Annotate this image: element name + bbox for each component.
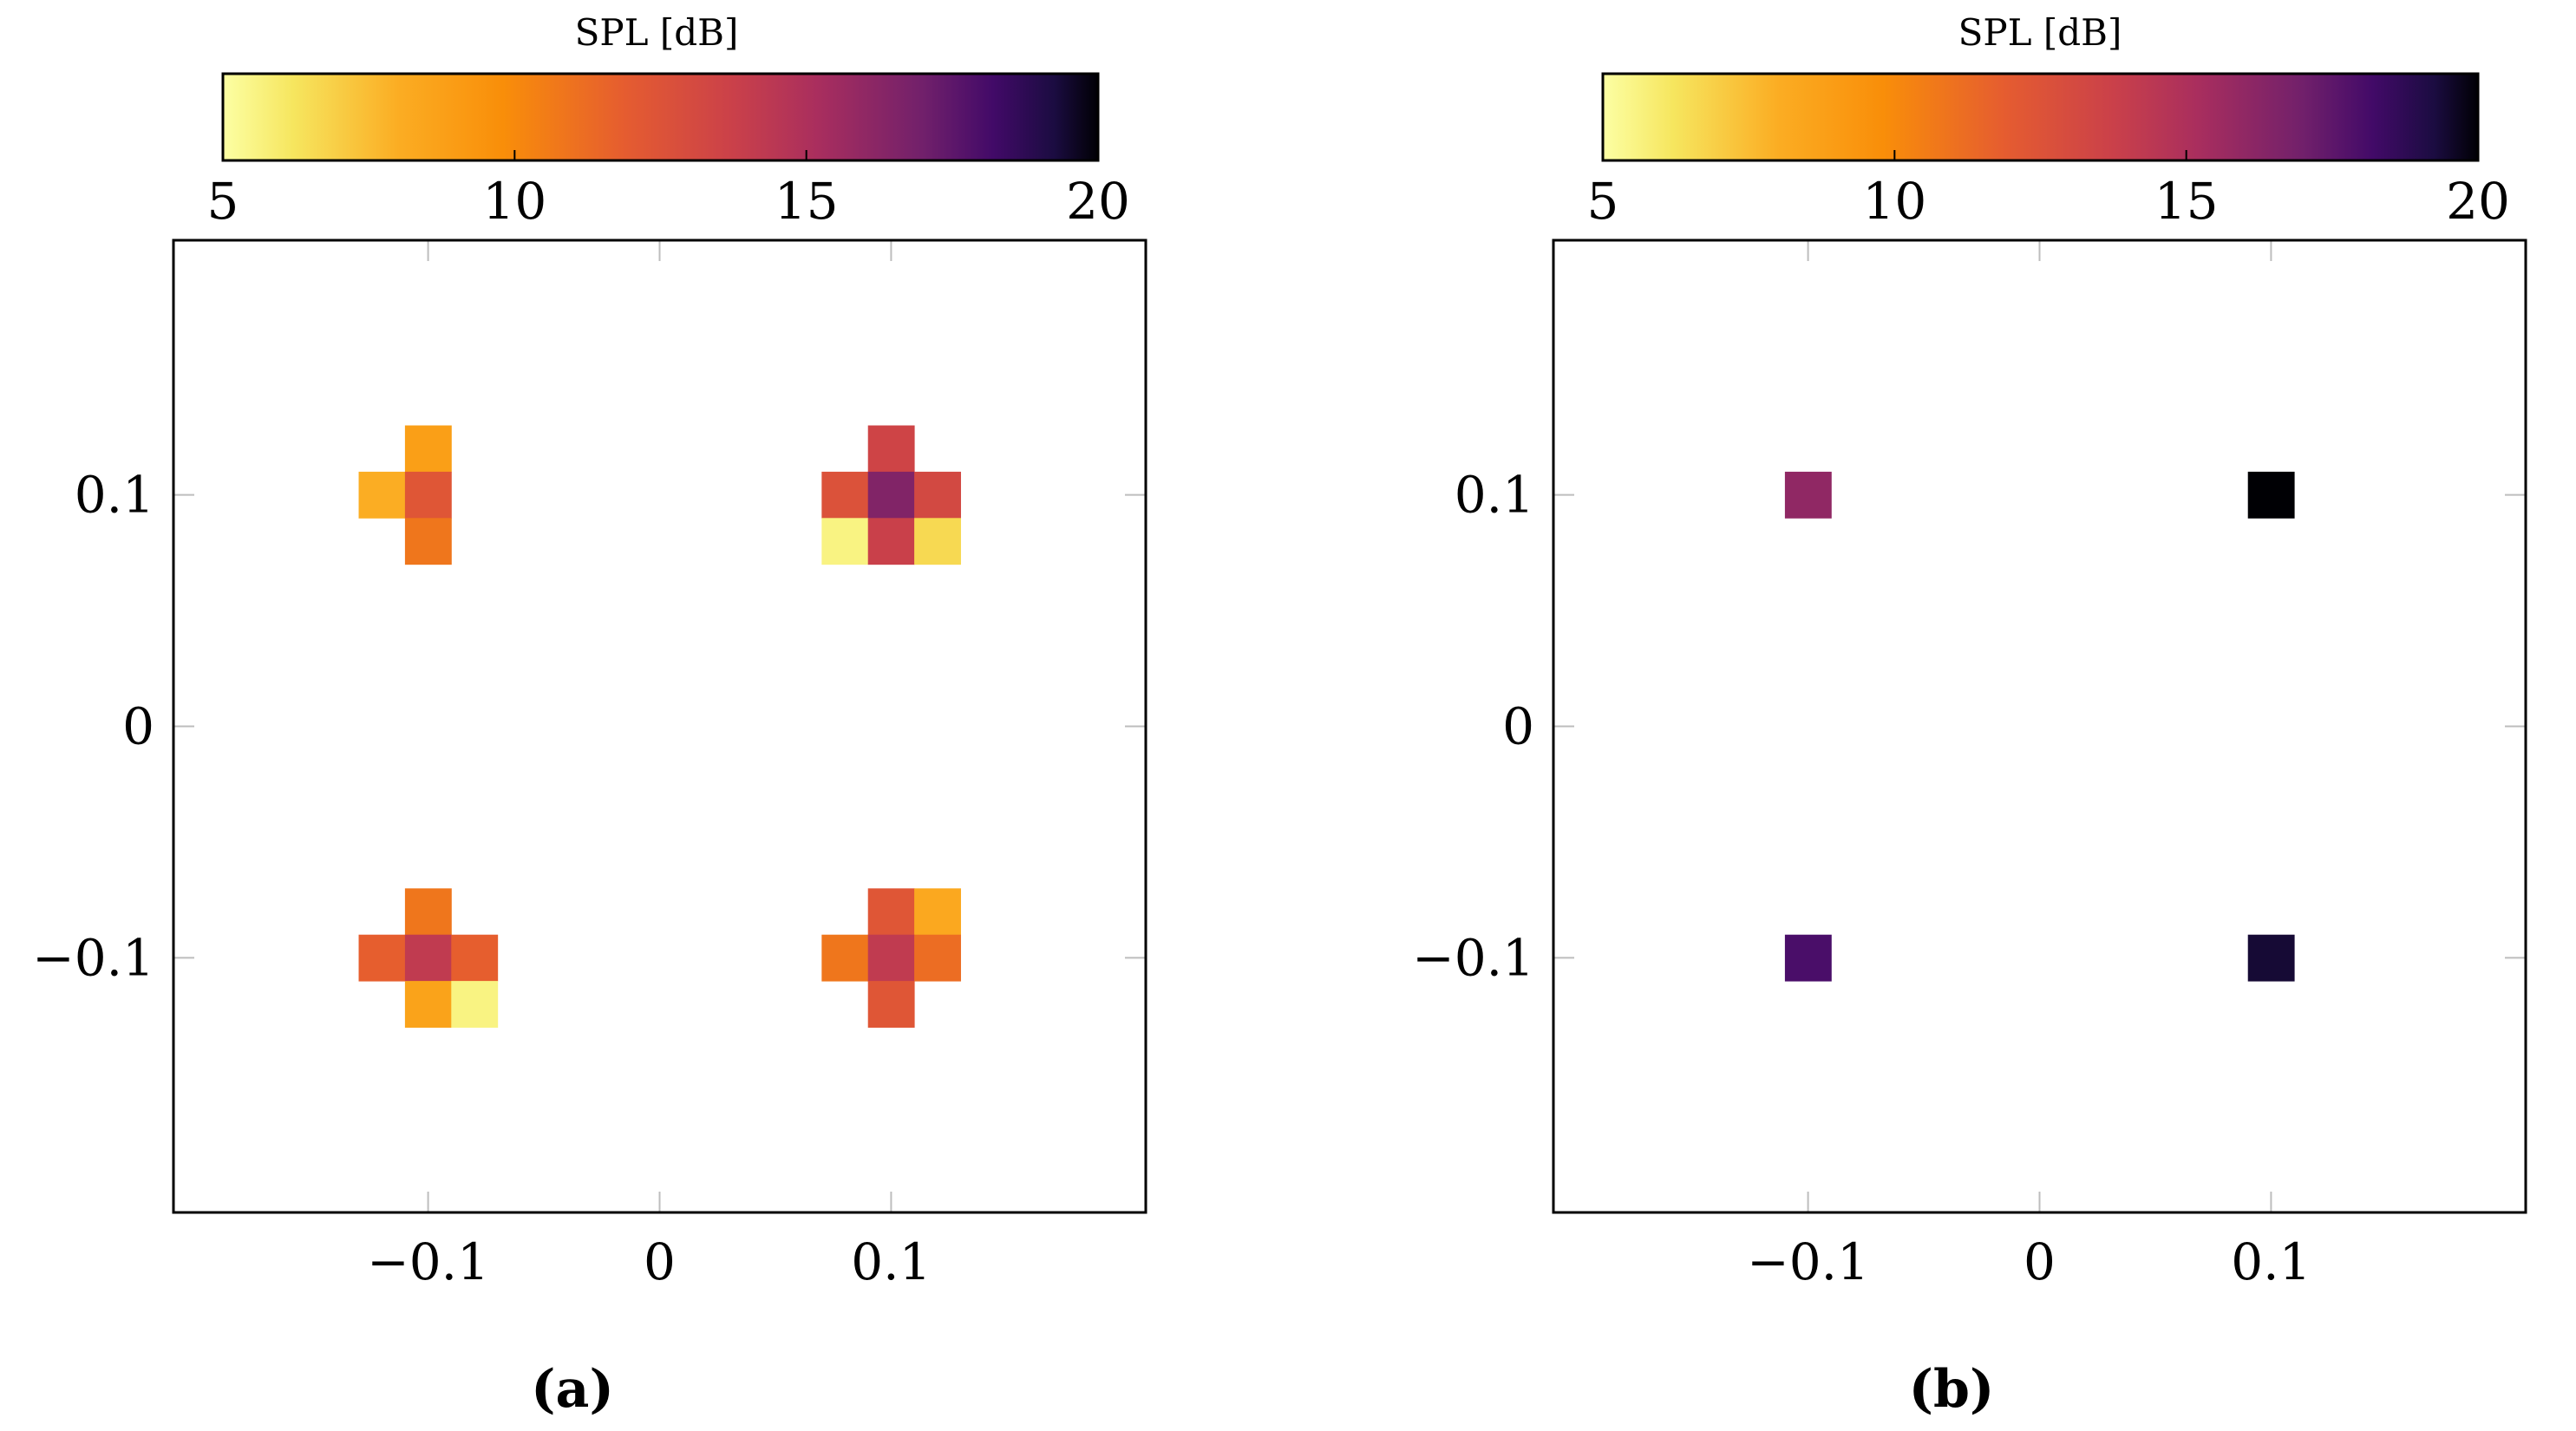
heatmap-cell <box>914 471 961 519</box>
heatmap-cell <box>451 981 499 1028</box>
x-tick-label: −0.1 <box>1747 1232 1869 1291</box>
heatmap-cells <box>358 425 961 1028</box>
y-tick-label: 0.1 <box>1455 466 1534 525</box>
colorbar-tick-label: 5 <box>1587 172 1619 231</box>
heatmap-cell <box>404 471 452 519</box>
heatmap-cell <box>867 888 915 936</box>
colorbar-tick-label: 10 <box>482 172 546 231</box>
heatmap-cell <box>404 425 452 473</box>
colorbar-tick-label: 10 <box>1862 172 1926 231</box>
colorbar-tick-label: 15 <box>2154 172 2219 231</box>
axis-tick-labels: −0.1 0 0.1 0.1 0 −0.1 <box>32 466 931 1291</box>
heatmap-cell <box>358 934 406 982</box>
panel-caption: (a) <box>531 1359 614 1420</box>
heatmap-cell <box>867 425 915 473</box>
heatmap-cell <box>914 518 961 565</box>
colorbar-ticks: 5 10 15 20 <box>207 150 1130 231</box>
heatmap-cells <box>1784 471 2295 982</box>
y-tick-label: −0.1 <box>1412 928 1534 987</box>
heatmap-cell <box>867 471 915 519</box>
x-tick-label: 0 <box>644 1232 676 1291</box>
heatmap-cell <box>821 518 869 565</box>
x-tick-label: 0 <box>2024 1232 2056 1291</box>
heatmap-cell <box>358 471 406 519</box>
heatmap-cell <box>2247 934 2295 982</box>
heatmap-cell <box>867 518 915 565</box>
colorbar-tick-label: 20 <box>2446 172 2510 231</box>
heatmap-cell <box>867 981 915 1028</box>
heatmap-cell <box>404 934 452 982</box>
y-tick-label: 0 <box>122 697 154 756</box>
heatmap-cell <box>404 981 452 1028</box>
heatmap-cell <box>914 888 961 936</box>
panel-b: SPL [dB] 5 10 15 20 −0.1 0 0.1 0.1 0 −0.1 (b) <box>1412 11 2527 1420</box>
colorbar <box>1601 72 2480 162</box>
heatmap-cell <box>2247 471 2295 519</box>
heatmap-cell <box>1784 934 1832 982</box>
y-tick-label: −0.1 <box>32 928 154 987</box>
heatmap-cell <box>404 888 452 936</box>
axis-ticks <box>1553 240 2526 1212</box>
axis-ticks <box>173 240 1146 1212</box>
colorbar-tick-label: 15 <box>775 172 839 231</box>
heatmap-cell <box>451 934 499 982</box>
y-tick-label: 0 <box>1502 697 1534 756</box>
heatmap-cell <box>1784 471 1832 519</box>
colorbar-label: SPL [dB] <box>575 11 739 54</box>
panel-a: SPL [dB] 5 10 15 20 −0.1 0 0.1 0.1 0 −0.1 (a) <box>32 11 1147 1420</box>
axis-tick-labels: −0.1 0 0.1 0.1 0 −0.1 <box>1412 466 2311 1291</box>
heatmap-cell <box>867 934 915 982</box>
colorbar-label: SPL [dB] <box>1958 11 2122 54</box>
plot-frame <box>172 238 1147 1214</box>
heatmap-cell <box>821 934 869 982</box>
colorbar-ticks: 5 10 15 20 <box>1587 150 2510 231</box>
heatmap-cell <box>404 518 452 565</box>
x-tick-label: 0.1 <box>2231 1232 2311 1291</box>
heatmap-cell <box>821 471 869 519</box>
colorbar-tick-label: 20 <box>1066 172 1130 231</box>
colorbar <box>221 72 1100 162</box>
x-tick-label: 0.1 <box>851 1232 931 1291</box>
heatmap-cell <box>914 934 961 982</box>
y-tick-label: 0.1 <box>75 466 154 525</box>
plot-frame <box>1552 238 2527 1214</box>
colorbar-tick-label: 5 <box>207 172 239 231</box>
x-tick-label: −0.1 <box>367 1232 489 1291</box>
panel-caption: (b) <box>1909 1359 1995 1420</box>
